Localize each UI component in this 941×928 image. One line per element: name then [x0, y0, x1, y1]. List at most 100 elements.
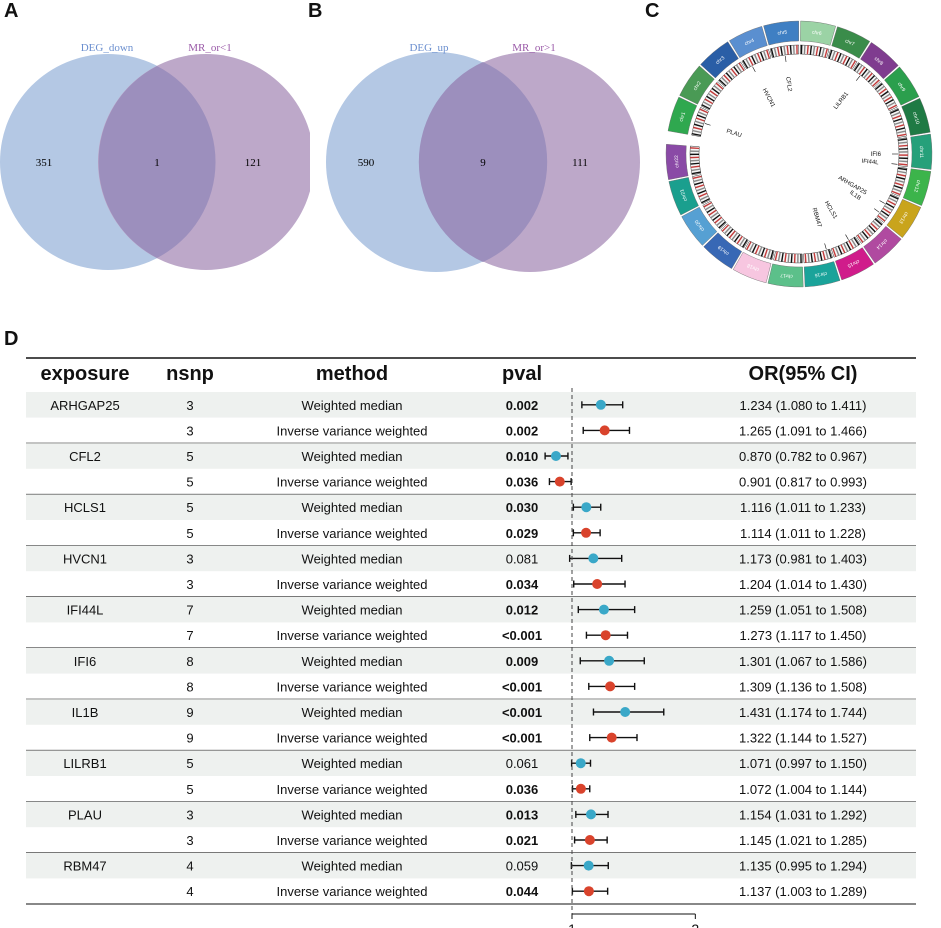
header-nsnp: nsnp: [166, 363, 214, 385]
chromosome-label: chr17: [780, 272, 793, 279]
ideogram-band: [784, 253, 787, 263]
ideogram-band: [693, 123, 703, 128]
ideogram-band: [839, 54, 845, 64]
ideogram-band: [786, 45, 789, 55]
ideogram-band: [856, 64, 863, 73]
ideogram-band: [815, 46, 819, 56]
ideogram-band: [842, 55, 848, 65]
chromosome-label: chr4: [744, 38, 756, 48]
pval-cell: <0.001: [502, 679, 542, 694]
chromosome-label: chr18: [746, 262, 760, 272]
ideogram-band: [695, 184, 705, 189]
ideogram-band: [766, 49, 771, 59]
pval-cell: 0.002: [506, 398, 539, 413]
row-band: [26, 443, 916, 469]
method-cell: Weighted median: [302, 807, 403, 822]
ideogram-band: [861, 230, 869, 239]
ideogram-band: [726, 228, 734, 237]
ideogram-band: [894, 121, 904, 126]
row-band: [26, 596, 916, 623]
table-row: 4 Inverse variance weighted 0.044 1.137 (1.…: [186, 884, 867, 899]
or-ci-cell: 1.259 (1.051 to 1.508): [739, 603, 867, 618]
ideogram-band: [828, 49, 833, 59]
chromosome-segment: [803, 261, 841, 288]
table-row: LILRB1 5 Weighted median 0.061 1.071 (0.997 …: [63, 756, 867, 771]
ideogram-band: [874, 83, 883, 90]
point-weighted-median: [583, 860, 594, 871]
ideogram-band: [882, 93, 891, 100]
exposure-cell: IFI44L: [67, 603, 104, 618]
ideogram-band: [896, 173, 906, 177]
ideogram-band: [806, 45, 809, 55]
chromosome-label: chr22: [674, 155, 681, 168]
point-ivw: [592, 579, 603, 589]
ideogram-band: [824, 48, 828, 58]
ideogram-band: [845, 241, 852, 251]
ideogram-band: [895, 127, 906, 131]
row-band: [26, 392, 916, 418]
ideogram-band: [715, 82, 724, 90]
ideogram-band: [863, 70, 871, 79]
chromosome-segment: [901, 98, 931, 136]
ideogram-band: [880, 210, 890, 217]
gene-label: CFL2: [784, 76, 792, 92]
ideogram-band: [704, 98, 713, 105]
ideogram-band: [837, 245, 843, 255]
ideogram-band: [848, 240, 855, 249]
ideogram-band: [819, 251, 823, 261]
chromosome-segment: [835, 247, 874, 281]
ideogram-band: [853, 62, 861, 72]
ideogram-band: [870, 222, 879, 231]
point-ivw: [584, 835, 595, 845]
chromosome-segment: [863, 226, 902, 264]
or-ci-cell: 1.309 (1.136 to 1.508): [739, 679, 867, 694]
ideogram-band: [853, 237, 860, 246]
gene-tick: [784, 55, 787, 62]
nsnp-cell: 3: [186, 833, 193, 848]
ideogram-band: [877, 215, 886, 222]
ideogram-band: [694, 120, 704, 125]
ideogram-band: [735, 64, 743, 73]
ideogram-band: [690, 165, 700, 169]
or-ci-cell: 1.154 (1.031 to 1.292): [739, 807, 867, 822]
or-ci-cell: 1.116 (1.011 to 1.233): [740, 500, 866, 515]
pval-cell: 0.044: [506, 884, 539, 899]
nsnp-cell: 9: [186, 705, 193, 720]
ideogram-band: [793, 253, 796, 263]
ideogram-band: [789, 45, 792, 55]
ideogram-band: [883, 96, 893, 103]
ideogram-band: [858, 66, 866, 75]
chromosome-label: chr16: [814, 270, 828, 278]
gene-label: PLAU: [725, 129, 742, 140]
ideogram-band: [869, 77, 878, 85]
ideogram-band: [693, 126, 703, 131]
row-band: [26, 494, 916, 520]
ideogram-band: [701, 104, 711, 110]
ideogram-band: [803, 45, 806, 55]
table-row: 9 Inverse variance weighted <0.001 1.322 (1…: [186, 731, 867, 746]
ideogram-band: [759, 51, 765, 61]
or-ci-cell: 0.901 (0.817 to 0.993): [739, 475, 867, 490]
ideogram-band: [748, 56, 754, 66]
pval-cell: <0.001: [502, 731, 542, 746]
table-row: 7 Inverse variance weighted <0.001 1.273 (1…: [186, 628, 866, 643]
pval-cell: 0.061: [506, 756, 539, 771]
ideogram-band: [807, 253, 810, 263]
ideogram-band: [800, 253, 802, 263]
method-cell: Weighted median: [302, 398, 403, 413]
chromosome-segment: [902, 168, 932, 206]
ideogram-band: [693, 178, 703, 183]
table-row: 5 Inverse variance weighted 0.036 0.901 (0.…: [186, 475, 867, 490]
point-ivw: [583, 886, 594, 897]
ideogram-band: [897, 133, 907, 137]
ideogram-band: [885, 98, 894, 105]
nsnp-cell: 5: [186, 526, 193, 541]
header-or: OR(95% CI): [749, 363, 858, 385]
ideogram-band: [728, 70, 735, 79]
venn-a-overlap: [98, 66, 216, 258]
ideogram-band: [773, 47, 778, 57]
pval-cell: 0.034: [506, 577, 539, 592]
exposure-cell: HCLS1: [64, 500, 106, 515]
ideogram-band: [889, 194, 899, 200]
chromosome-segment: [800, 20, 836, 46]
